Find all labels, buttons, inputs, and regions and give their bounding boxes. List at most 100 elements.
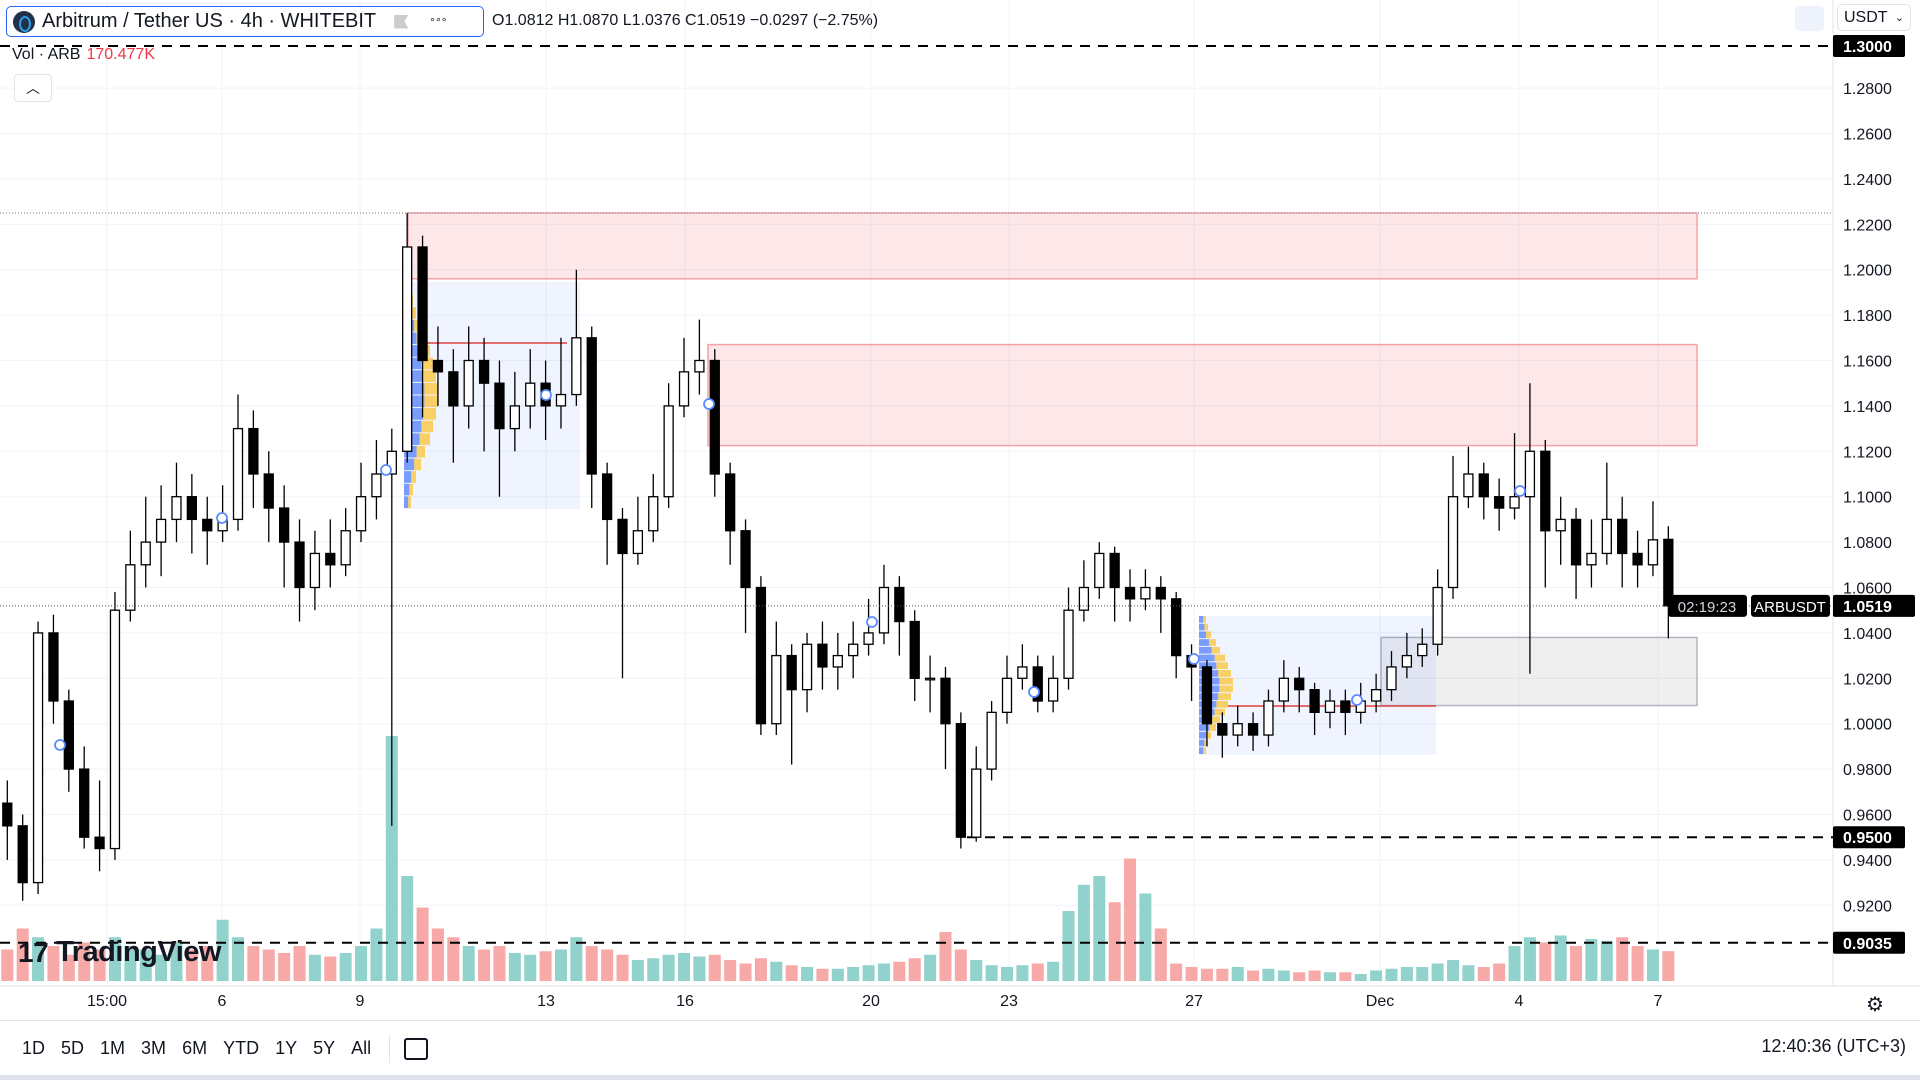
event-marker-icon[interactable] <box>1351 694 1363 706</box>
calendar-goto-icon[interactable] <box>404 1037 429 1060</box>
candle-body <box>632 530 644 555</box>
volume-bar <box>831 968 844 981</box>
candle-body <box>1601 518 1612 555</box>
candle-body <box>894 586 905 623</box>
flag-icon[interactable] <box>394 14 409 29</box>
candle-body <box>694 359 705 373</box>
symbol-tag-label: ARBUSDT <box>1754 599 1826 616</box>
volume-profile-bar <box>1203 747 1206 754</box>
candle-body <box>1617 518 1628 555</box>
event-marker-icon[interactable] <box>540 389 552 401</box>
volume-bar <box>1124 858 1137 981</box>
settings-icon[interactable]: ⚙ <box>1866 994 1884 1016</box>
candle-body <box>1047 677 1059 702</box>
price-chart[interactable]: 1.2800 1.2600 1.2400 1.2200 1.2000 1.1800 1.16… <box>0 0 1920 1020</box>
candle-body <box>1509 496 1520 509</box>
candle <box>278 485 290 588</box>
collapse-button[interactable]: ︿ <box>14 74 52 102</box>
volume-bar <box>585 946 598 981</box>
compare-icon[interactable] <box>1795 6 1824 31</box>
volume-bar <box>770 961 783 981</box>
candle <box>555 337 567 429</box>
candle <box>63 689 74 792</box>
volume-bar <box>1077 884 1090 981</box>
time-tick: 16 <box>676 993 694 1010</box>
candle-body <box>232 427 244 521</box>
volume-label: Vol · ARB <box>12 46 81 63</box>
event-marker-icon[interactable] <box>1188 653 1200 665</box>
candle-body <box>94 836 105 850</box>
volume-profile-bar <box>1211 716 1220 724</box>
price-tick: 1.0600 <box>1843 581 1892 598</box>
more-icon[interactable]: °°° <box>430 14 448 29</box>
candle-body <box>525 382 536 407</box>
range-1d[interactable]: 1D <box>22 1038 46 1058</box>
price-tick: 1.0800 <box>1843 535 1892 552</box>
volume-profile-bar <box>1199 654 1215 662</box>
arbitrum-logo <box>13 10 35 33</box>
candle-body <box>1247 723 1259 736</box>
range-1m[interactable]: 1M <box>100 1038 126 1058</box>
countdown-tag <box>1668 594 1747 617</box>
volume-bar <box>47 946 60 981</box>
candle-body <box>202 518 213 532</box>
volume-bar <box>893 961 906 981</box>
event-marker-icon[interactable] <box>1514 485 1526 497</box>
volume-profile-bar <box>1203 616 1206 623</box>
volume-profile-bar <box>408 496 411 508</box>
candle-body <box>248 427 259 475</box>
volume-profile-bar <box>1214 708 1225 716</box>
candle-body <box>1017 666 1028 679</box>
volume-bar <box>1231 967 1244 981</box>
event-marker-icon[interactable] <box>216 512 228 524</box>
time-tick: 7 <box>1654 993 1663 1010</box>
candle <box>725 462 736 565</box>
volume-bar <box>431 928 444 981</box>
range-5y[interactable]: 5Y <box>313 1038 336 1058</box>
candle-body <box>63 700 74 770</box>
volume-bar <box>1370 970 1383 981</box>
volume-profile-bar <box>1218 693 1231 700</box>
currency-dropdown[interactable]: USDT ⌄ <box>1837 4 1911 31</box>
candle <box>417 235 428 418</box>
volume-bar <box>1277 970 1290 981</box>
candle <box>94 780 105 872</box>
range-6m[interactable]: 6M <box>182 1038 208 1058</box>
event-marker-icon[interactable] <box>866 616 878 628</box>
clock-timezone[interactable]: 12:40:36 (UTC+3) <box>1761 1036 1906 1056</box>
volume-bar <box>462 946 475 981</box>
tradingview-logo[interactable]: 17 TradingView <box>18 936 221 969</box>
candle <box>494 360 505 497</box>
candle-body <box>863 632 874 645</box>
candle <box>1417 628 1428 667</box>
candle <box>448 349 459 463</box>
volume-profile-bar <box>404 471 412 483</box>
range-1y[interactable]: 1Y <box>275 1038 298 1058</box>
candle <box>663 383 674 509</box>
symbol-title-box[interactable]: Arbitrum / Tether US · 4h · WHITEBIT °°° <box>6 6 484 37</box>
volume-bar <box>1447 960 1460 981</box>
volume-bar <box>1523 937 1536 981</box>
volume-profile-bar <box>1199 616 1204 623</box>
range-ytd[interactable]: YTD <box>223 1038 260 1058</box>
range-5d[interactable]: 5D <box>61 1038 85 1058</box>
candle <box>817 621 828 690</box>
volume-bar <box>616 954 629 981</box>
candle-body <box>1078 586 1090 611</box>
range-all[interactable]: All <box>351 1038 372 1058</box>
volume-bar <box>1585 939 1598 981</box>
event-marker-icon[interactable] <box>380 464 392 476</box>
candle-body <box>1109 552 1120 589</box>
candle-body <box>48 632 59 702</box>
level-tag-label: 0.9500 <box>1843 830 1892 847</box>
event-marker-icon[interactable] <box>54 739 66 751</box>
event-marker-icon[interactable] <box>1028 686 1040 698</box>
candle-body <box>1540 450 1551 532</box>
volume-bar <box>1600 940 1613 981</box>
candle <box>1278 660 1289 713</box>
range-3m[interactable]: 3M <box>141 1038 167 1058</box>
level-tag <box>1833 35 1905 57</box>
candle-body <box>32 632 44 884</box>
event-marker-icon[interactable] <box>703 398 715 410</box>
candle <box>971 746 982 842</box>
